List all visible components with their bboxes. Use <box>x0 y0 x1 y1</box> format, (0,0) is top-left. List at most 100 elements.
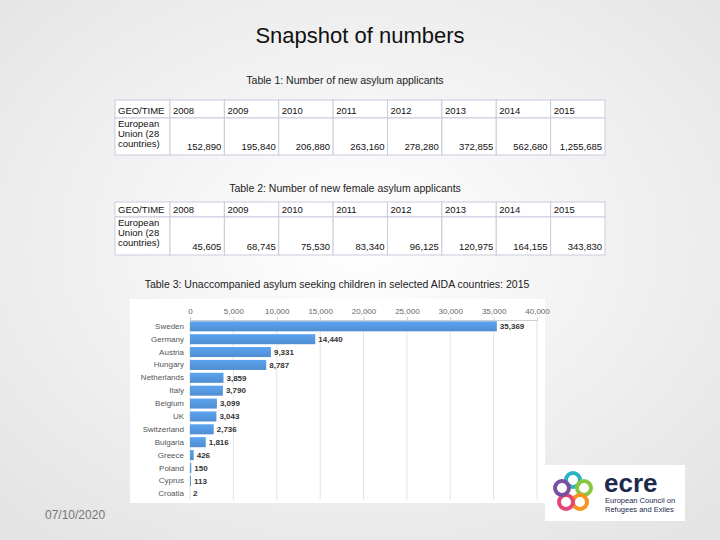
category-label: Cyprus <box>159 476 184 485</box>
tick: 30,000 <box>439 307 464 320</box>
logo-icon <box>559 495 573 509</box>
category-label: Hungary <box>154 360 184 369</box>
bar <box>190 476 191 486</box>
category-label: Greece <box>158 451 185 460</box>
table-cell <box>333 118 387 155</box>
tick-label: 20,000 <box>352 307 377 316</box>
table-cell <box>496 217 550 255</box>
data-label: 8,787 <box>269 361 290 370</box>
table-cell <box>333 202 387 217</box>
table: Table 1: Number of new asylum applicants… <box>115 74 605 155</box>
tick: Bulgaria <box>155 438 185 447</box>
category-label: Italy <box>169 386 184 395</box>
bar <box>190 321 497 331</box>
table-cell <box>442 217 496 255</box>
tick: 35,000 <box>482 307 507 320</box>
table-value: 45,605 <box>192 241 221 252</box>
table-cell <box>333 100 387 118</box>
table-value: 68,745 <box>247 241 276 252</box>
tick-mark <box>364 317 365 320</box>
table-caption: Table 1: Number of new asylum applicants <box>246 74 443 86</box>
text-line: countries) <box>118 237 160 248</box>
grid-line <box>320 320 321 500</box>
table-cell <box>551 217 605 255</box>
plot-background <box>130 299 545 503</box>
table-cell <box>388 118 442 155</box>
text-line: countries) <box>118 138 160 149</box>
table-row-label: EuropeanUnion (28countries) <box>118 118 160 149</box>
data-label: 35,369 <box>500 322 525 331</box>
slide-title: Snapshot of numbers <box>255 23 464 48</box>
table-cell <box>442 118 496 155</box>
table-cell <box>551 100 605 118</box>
bar <box>190 399 217 409</box>
tick-label: 30,000 <box>439 307 464 316</box>
bar <box>190 450 194 460</box>
table-cell <box>388 202 442 217</box>
tick: 40,000 <box>525 307 550 320</box>
table-cell <box>170 118 224 155</box>
table-cell <box>442 202 496 217</box>
table-header: 2014 <box>499 105 520 116</box>
table-cell <box>496 202 550 217</box>
table-value: 206,880 <box>296 141 330 152</box>
table-value: 263,160 <box>350 141 384 152</box>
grid-line <box>450 320 451 500</box>
tick: Sweden <box>155 322 184 331</box>
tick: Greece <box>158 451 185 460</box>
data-label: 3,043 <box>219 412 240 421</box>
tick-mark <box>450 317 451 320</box>
table-cell <box>551 202 605 217</box>
table-cell <box>442 100 496 118</box>
table-value: 152,890 <box>187 141 221 152</box>
table-header: 2010 <box>282 105 303 116</box>
bar <box>190 489 191 499</box>
tick-label: 0 <box>188 307 193 316</box>
table-value: 120,975 <box>459 241 493 252</box>
category-label: Austria <box>159 348 184 357</box>
slide: Snapshot of numbers Table 1: Number of ne… <box>0 0 720 540</box>
table-value: 195,840 <box>241 141 275 152</box>
table-caption: Table 2: Number of new female asylum app… <box>229 182 461 194</box>
table-cell <box>224 118 278 155</box>
data-label: 2,736 <box>217 425 238 434</box>
text-line: Refugees and Exiles <box>605 505 674 514</box>
tick-label: 35,000 <box>482 307 507 316</box>
table-cell <box>224 217 278 255</box>
bars <box>190 321 497 498</box>
table-header: 2012 <box>391 105 412 116</box>
tick-mark <box>277 317 278 320</box>
tick-mark <box>407 317 408 320</box>
table-header: 2009 <box>227 105 248 116</box>
tick: UK <box>173 412 185 421</box>
text-line: European Council on <box>605 496 675 505</box>
category-label: Switzerland <box>143 425 184 434</box>
tick-label: 15,000 <box>308 307 333 316</box>
table-cell <box>496 118 550 155</box>
table-header: 2011 <box>336 204 356 215</box>
table-header: 2008 <box>173 105 194 116</box>
table-header: GEO/TIME <box>118 204 164 215</box>
table-cell <box>224 202 278 217</box>
chart: Table 3: Unaccompanied asylum seeking ch… <box>130 278 550 503</box>
table-cell <box>115 100 170 118</box>
footer-date: 07/10/2020 <box>45 508 105 522</box>
logo-background <box>545 465 685 521</box>
tick-label: 10,000 <box>265 307 290 316</box>
category-label: Croatia <box>158 489 184 498</box>
data-label: 14,440 <box>318 335 343 344</box>
table-value: 343,830 <box>568 241 602 252</box>
data-label: 3,859 <box>226 374 247 383</box>
tick-label: 40,000 <box>525 307 550 316</box>
table-cell <box>170 100 224 118</box>
x-axis: 05,00010,00015,00020,00025,00030,00035,0… <box>188 307 550 321</box>
table-value: 83,340 <box>355 241 384 252</box>
tick: Netherlands <box>141 373 184 382</box>
category-label: Bulgaria <box>155 438 185 447</box>
table-header: 2015 <box>554 105 575 116</box>
data-label: 1,816 <box>209 438 230 447</box>
data-label: 2 <box>193 489 198 498</box>
table-value: 278,280 <box>405 141 439 152</box>
category-label: UK <box>173 412 185 421</box>
tick: 0 <box>188 307 193 320</box>
